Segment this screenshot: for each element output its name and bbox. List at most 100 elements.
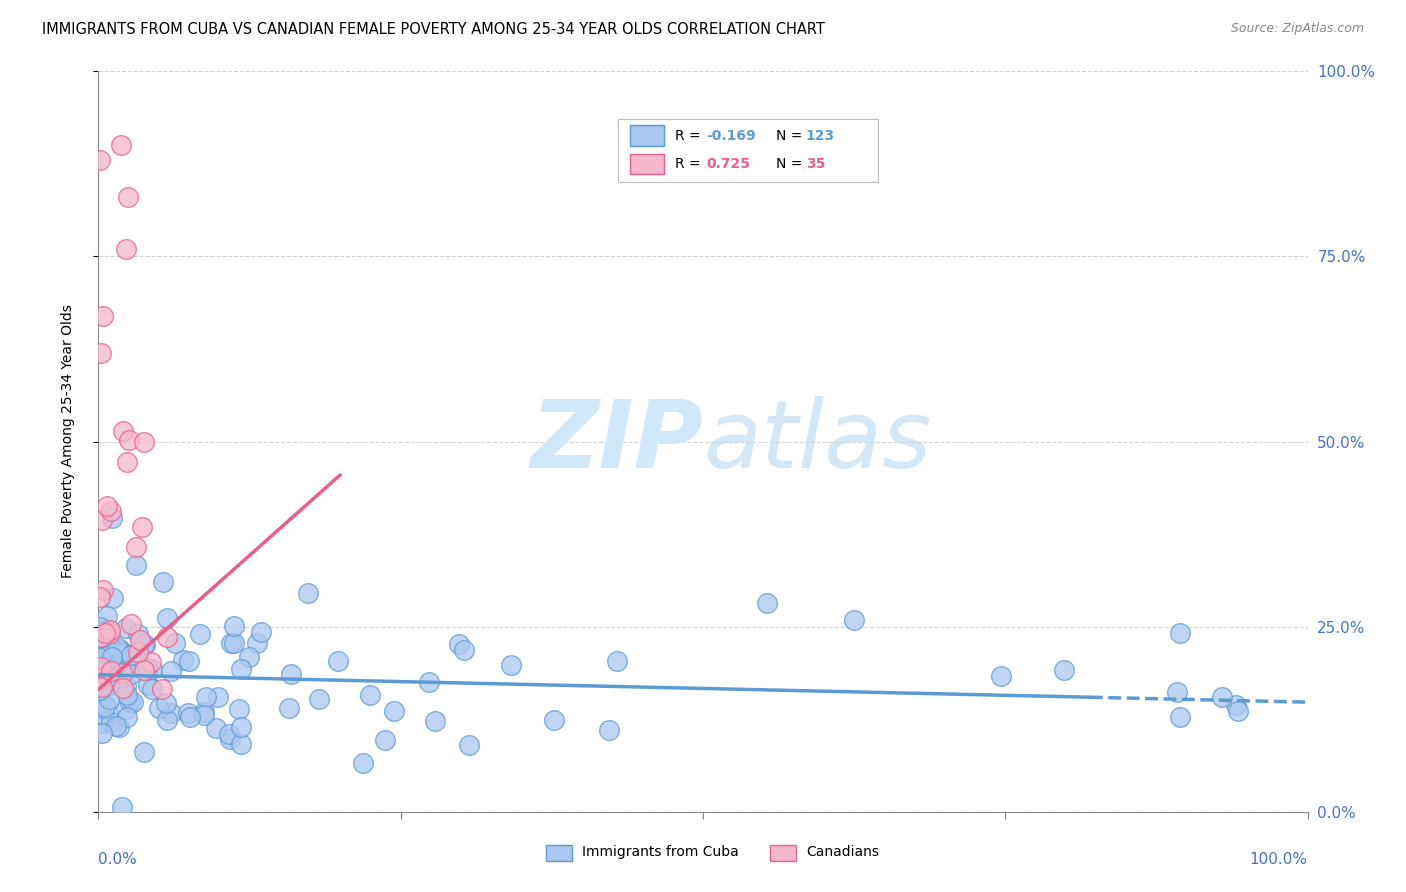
Point — [231, 720, 253, 734]
FancyBboxPatch shape — [619, 120, 879, 183]
Point — [91, 512, 114, 526]
Point — [94, 640, 117, 654]
Point — [89, 654, 111, 668]
Point — [100, 664, 122, 678]
Point — [127, 626, 149, 640]
Point — [134, 434, 156, 449]
Text: atlas: atlas — [703, 396, 931, 487]
Point — [89, 620, 111, 634]
Point — [118, 433, 141, 447]
Point — [148, 700, 170, 714]
Point — [100, 714, 122, 729]
Point — [98, 665, 121, 680]
Point — [93, 624, 115, 638]
Point — [98, 626, 121, 640]
Point — [91, 582, 114, 597]
Point — [101, 511, 124, 525]
Point — [104, 719, 127, 733]
Point — [89, 630, 111, 644]
Point — [115, 679, 138, 693]
Point — [1168, 710, 1191, 724]
Point — [105, 640, 128, 655]
Point — [222, 619, 245, 633]
Text: ZIP: ZIP — [530, 395, 703, 488]
Text: -0.169: -0.169 — [707, 128, 756, 143]
Point — [91, 309, 114, 323]
Point — [93, 707, 115, 722]
Point — [136, 661, 159, 675]
Point — [141, 681, 163, 696]
Point — [155, 610, 177, 624]
Point — [328, 654, 350, 668]
Point — [297, 586, 319, 600]
Point — [98, 624, 121, 638]
Point — [134, 745, 156, 759]
Point — [193, 705, 215, 719]
Point — [90, 345, 112, 359]
Y-axis label: Female Poverty Among 25-34 Year Olds: Female Poverty Among 25-34 Year Olds — [60, 304, 75, 579]
Point — [98, 692, 121, 706]
Point — [90, 629, 112, 643]
Point — [458, 738, 481, 752]
Point — [222, 635, 245, 649]
Text: 123: 123 — [806, 128, 835, 143]
Point — [219, 636, 242, 650]
Point — [172, 653, 194, 667]
Point — [91, 631, 114, 645]
Point — [152, 574, 174, 589]
Point — [177, 706, 200, 720]
Text: N =: N = — [776, 128, 806, 143]
Text: R =: R = — [675, 128, 706, 143]
Point — [94, 625, 117, 640]
Point — [155, 713, 177, 727]
Point — [138, 678, 160, 692]
Point — [101, 591, 124, 605]
Point — [89, 590, 111, 604]
Point — [423, 714, 446, 728]
Point — [249, 625, 271, 640]
Point — [100, 650, 122, 665]
Point — [160, 664, 183, 678]
Point — [205, 721, 228, 735]
Point — [89, 671, 111, 685]
Point — [124, 558, 146, 572]
Point — [93, 701, 115, 715]
Point — [98, 639, 121, 653]
Point — [229, 662, 252, 676]
Point — [111, 678, 134, 692]
Text: R =: R = — [675, 157, 706, 171]
Text: N =: N = — [776, 157, 806, 171]
Point — [160, 706, 183, 720]
Point — [606, 654, 628, 668]
Point — [97, 653, 120, 667]
Point — [132, 637, 155, 651]
Text: 100.0%: 100.0% — [1250, 853, 1308, 867]
Point — [228, 701, 250, 715]
Point — [127, 645, 149, 659]
Point — [280, 667, 302, 681]
Point — [308, 692, 330, 706]
Point — [93, 647, 115, 661]
Point — [1053, 663, 1076, 677]
Point — [131, 520, 153, 534]
FancyBboxPatch shape — [769, 845, 796, 862]
Point — [755, 596, 778, 610]
FancyBboxPatch shape — [630, 153, 664, 174]
Point — [90, 726, 112, 740]
Point — [100, 503, 122, 517]
Point — [598, 723, 620, 737]
Text: Canadians: Canadians — [806, 846, 879, 859]
Point — [246, 636, 269, 650]
Point — [97, 645, 120, 659]
Point — [111, 666, 134, 681]
Point — [129, 632, 152, 647]
Point — [115, 621, 138, 635]
Point — [93, 698, 115, 712]
Point — [111, 424, 134, 438]
FancyBboxPatch shape — [630, 126, 664, 146]
Point — [238, 650, 260, 665]
Point — [115, 688, 138, 702]
Point — [89, 672, 111, 686]
Point — [112, 681, 135, 695]
Point — [117, 190, 139, 204]
